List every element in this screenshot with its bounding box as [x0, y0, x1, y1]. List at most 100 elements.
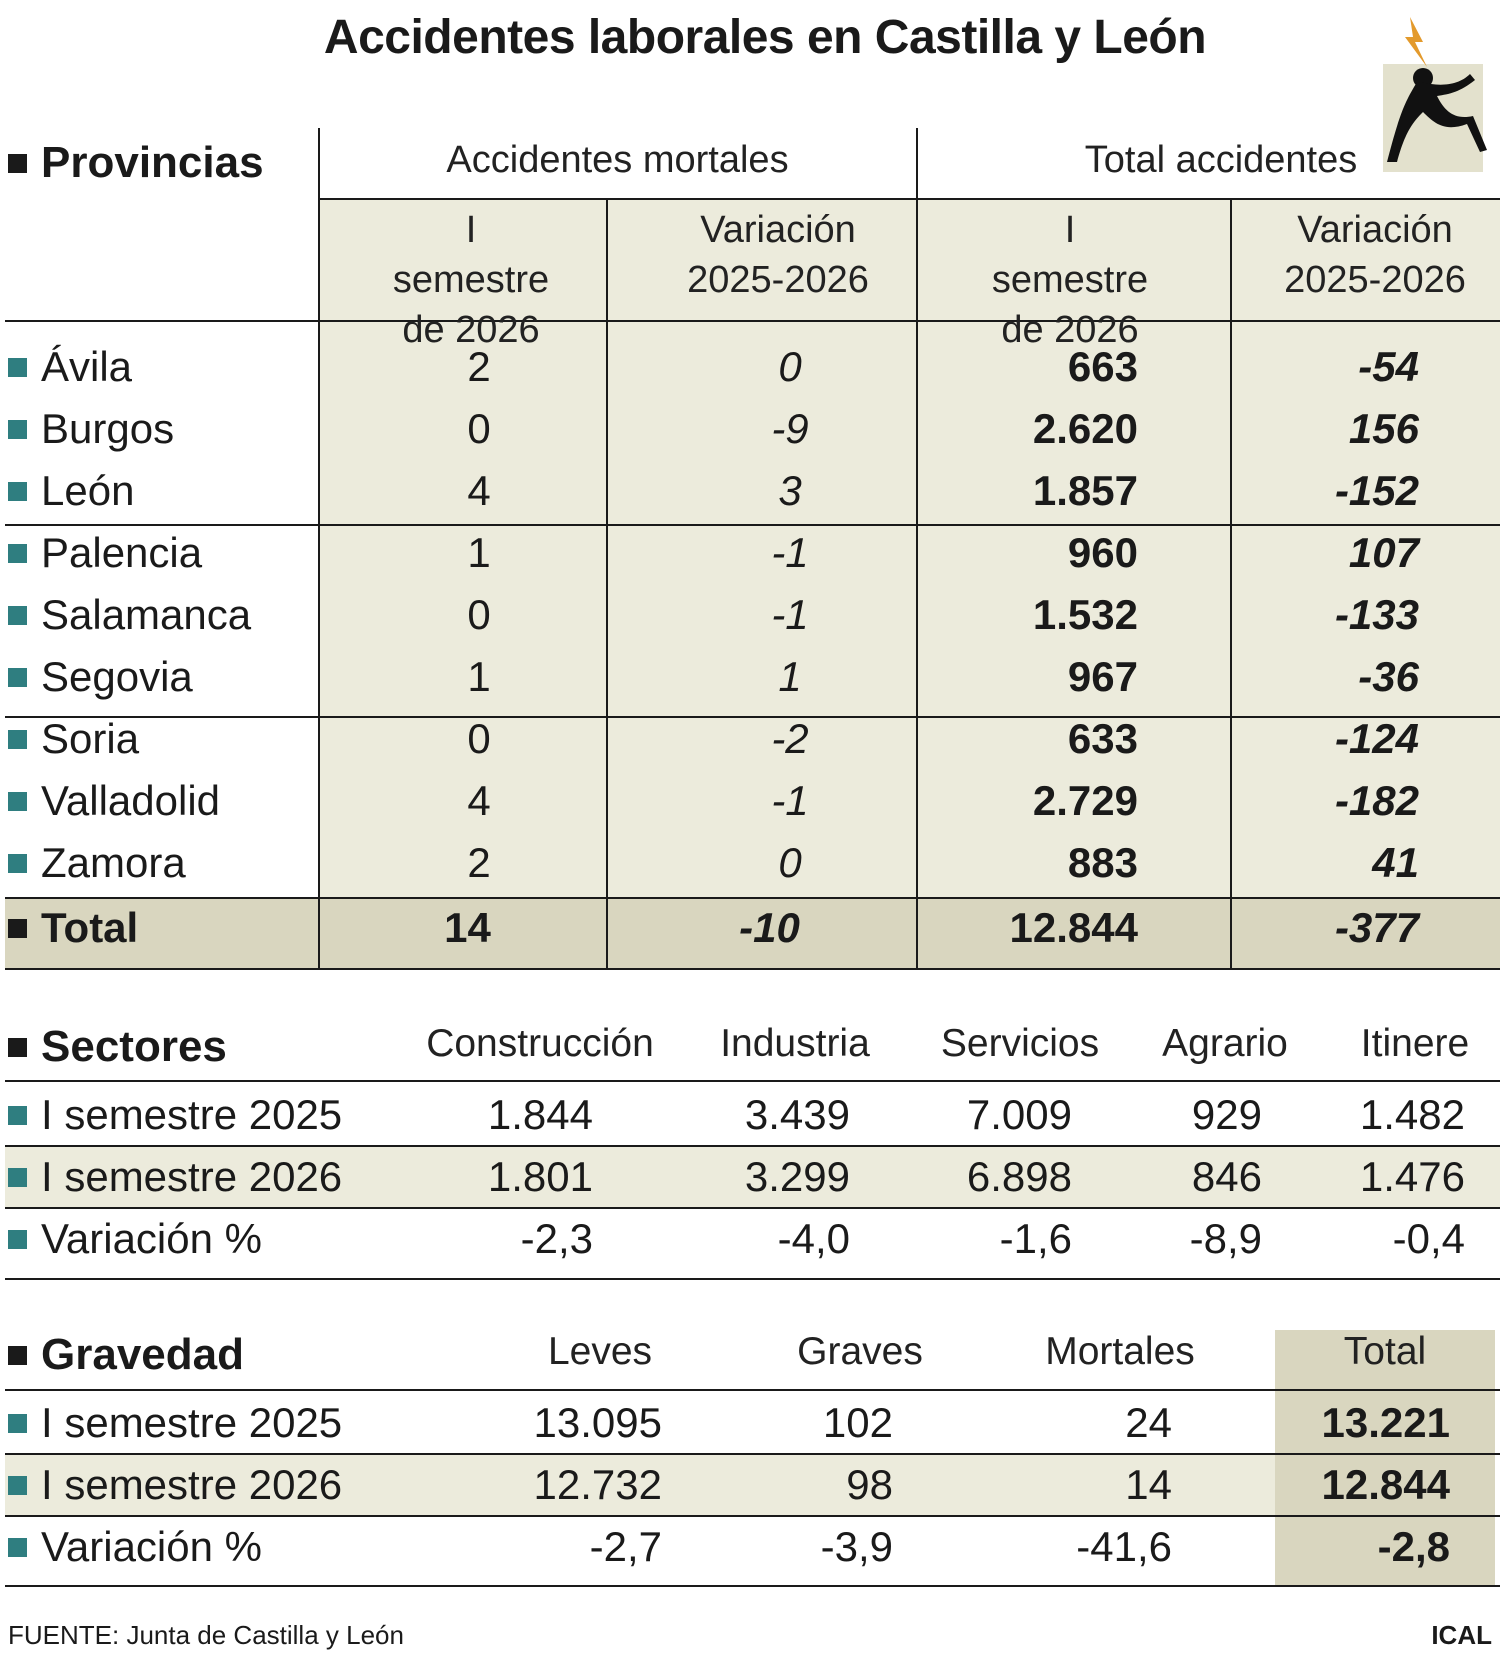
bullet-icon	[8, 1229, 27, 1249]
gravedad-value: 14	[1125, 1461, 1172, 1508]
divider	[5, 897, 1500, 899]
gravedad-value: 102	[822, 1399, 893, 1446]
gravedad-col-header: Graves	[797, 1330, 923, 1373]
header-bg-mortales	[319, 200, 923, 320]
gravedad-value: -2,7	[589, 1523, 662, 1570]
gravedad-row-bg	[5, 1454, 1275, 1515]
divider	[319, 198, 1500, 200]
divider	[5, 1389, 1500, 1391]
total-sem-value: 2.729	[1032, 777, 1138, 824]
divider	[5, 1145, 1500, 1147]
sector-value: 846	[1191, 1153, 1262, 1200]
sector-row-label: I semestre 2025	[8, 1085, 342, 1145]
total-sem-value: 633	[1067, 715, 1138, 762]
divider	[5, 968, 1500, 970]
gravedad-row-name: Variación %	[41, 1523, 262, 1570]
gravedad-value: 24	[1125, 1399, 1172, 1446]
header-bg-total	[923, 200, 1500, 320]
provincias-body-bg	[319, 322, 1500, 899]
mortales-var-value: 0	[778, 343, 802, 390]
divider	[318, 128, 320, 969]
mortales-var-value: 0	[778, 839, 802, 886]
source-note: FUENTE: Junta de Castilla y León	[8, 1620, 404, 1650]
bullet-icon	[8, 153, 27, 173]
sector-value: -4,0	[777, 1215, 850, 1262]
provincias-heading: Provincias	[8, 138, 264, 188]
gravedad-row-label: I semestre 2025	[8, 1393, 342, 1453]
subheader-mortales-var: Variación 2025-2026	[687, 209, 869, 301]
total-sem-value: 2.620	[1032, 405, 1138, 452]
provincias-heading-text: Provincias	[41, 138, 264, 187]
sector-row-name: I semestre 2025	[41, 1091, 343, 1138]
total-var-value: -36	[1358, 653, 1419, 700]
agency-credit: ICAL	[1431, 1620, 1492, 1650]
bullet-icon	[8, 605, 27, 625]
province-row-label: Zamora	[8, 833, 186, 893]
total-row-bg	[5, 899, 1500, 969]
sector-row-label: Variación %	[8, 1209, 262, 1269]
total-var-value: -124	[1334, 715, 1419, 762]
total-var-value: -152	[1334, 467, 1419, 514]
bullet-icon	[8, 1537, 27, 1557]
province-name: Palencia	[41, 529, 203, 576]
total-mortales-sem: 14	[444, 904, 491, 951]
mortales-sem-value: 0	[467, 405, 491, 452]
mortales-sem-value: 4	[467, 777, 491, 824]
divider	[5, 1278, 1500, 1280]
province-name: Burgos	[41, 405, 175, 452]
gravedad-row-label: I semestre 2026	[8, 1455, 342, 1515]
sector-col-header: Construcción	[426, 1022, 654, 1065]
divider	[5, 1515, 1500, 1517]
sector-value: -2,3	[520, 1215, 593, 1262]
sector-value: 1.801	[487, 1153, 593, 1200]
sector-value: 7.009	[966, 1091, 1072, 1138]
gravedad-col-header: Mortales	[1045, 1330, 1195, 1373]
electrocuted-person-icon	[1383, 17, 1487, 172]
divider	[5, 320, 1500, 322]
total-mortales-var: -10	[739, 904, 800, 951]
province-name: Segovia	[41, 653, 193, 700]
mortales-sem-value: 2	[467, 839, 491, 886]
province-row-label: Burgos	[8, 399, 174, 459]
mortales-sem-value: 0	[467, 591, 491, 638]
total-label: Total	[41, 904, 139, 951]
divider	[5, 1207, 1500, 1209]
sector-row-label: I semestre 2026	[8, 1147, 342, 1207]
subheader-mortales-sem: I semestre de 2026	[392, 209, 550, 351]
total-sem-value: 967	[1067, 653, 1138, 700]
bullet-icon	[8, 1475, 27, 1495]
province-name: Ávila	[41, 343, 133, 390]
bullet-icon	[8, 1105, 27, 1125]
province-row-label: León	[8, 461, 134, 521]
bullet-icon	[8, 1413, 27, 1433]
province-name: Valladolid	[41, 777, 221, 824]
sector-value: 1.844	[487, 1091, 593, 1138]
gravedad-col-header: Leves	[547, 1330, 653, 1373]
subheader-total-sem: I semestre de 2026	[991, 209, 1149, 351]
mortales-sem-value: 2	[467, 343, 491, 390]
province-row-label: Valladolid	[8, 771, 220, 831]
gravedad-row-name: I semestre 2025	[41, 1399, 343, 1446]
total-sem-value: 883	[1067, 839, 1138, 886]
province-row-label: Soria	[8, 709, 139, 769]
divider	[5, 1585, 1500, 1587]
group-header-mortales: Accidentes mortales	[446, 139, 789, 181]
mortales-sem-value: 0	[467, 715, 491, 762]
bullet-icon	[8, 667, 27, 687]
bullet-icon	[8, 729, 27, 749]
sectores-heading-text: Sectores	[41, 1022, 227, 1071]
total-accidentes-sem: 12.844	[1009, 904, 1138, 951]
divider	[5, 1453, 1500, 1455]
sector-value: 1.476	[1359, 1153, 1465, 1200]
sector-value: 929	[1191, 1091, 1262, 1138]
gravedad-value: 98	[846, 1461, 893, 1508]
sector-col-header: Agrario	[1162, 1022, 1288, 1065]
total-var-value: -54	[1358, 343, 1419, 390]
gravedad-value: 12.844	[1321, 1461, 1450, 1508]
gravedad-value: -2,8	[1377, 1523, 1450, 1570]
divider	[606, 198, 608, 969]
total-sem-value: 663	[1067, 343, 1138, 390]
gravedad-row-name: I semestre 2026	[41, 1461, 343, 1508]
divider	[5, 716, 1500, 718]
sector-col-header: Industria	[720, 1022, 870, 1065]
